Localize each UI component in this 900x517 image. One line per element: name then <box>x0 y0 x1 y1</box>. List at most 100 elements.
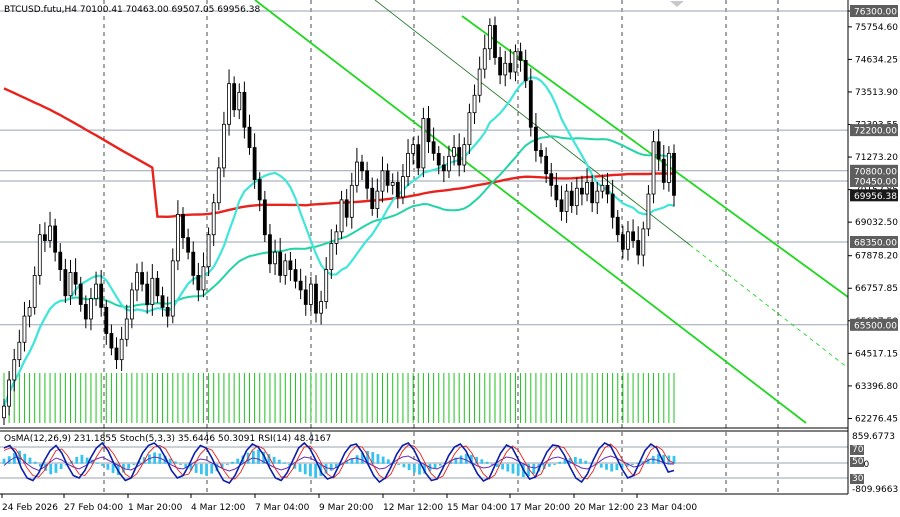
osma-bar <box>210 463 214 474</box>
price-tick-label: 63396.80 <box>855 382 898 392</box>
indicator-level-box <box>850 474 864 484</box>
candle-body <box>83 304 88 320</box>
price-label-box <box>850 189 898 202</box>
osma-bar <box>220 463 224 469</box>
candle-body <box>626 231 630 250</box>
candle-body <box>646 193 651 230</box>
osma-bar <box>511 463 515 474</box>
candle-body <box>58 251 63 270</box>
osma-bar <box>85 457 89 464</box>
candle-body <box>595 190 600 204</box>
osma-bar <box>194 463 198 473</box>
candle-body <box>201 266 206 291</box>
candle-body <box>426 118 431 143</box>
candle-body <box>262 199 267 236</box>
osma-bar <box>7 456 11 464</box>
candle-body <box>421 118 426 169</box>
osma-bar <box>532 463 536 474</box>
candle-body <box>375 190 380 209</box>
osma-bar <box>2 458 6 464</box>
candle-body <box>48 225 52 241</box>
candle-body <box>549 173 554 186</box>
osma-bar <box>283 462 286 464</box>
osma-bar <box>90 459 94 464</box>
candle-body <box>211 202 216 236</box>
candle-body <box>222 123 226 169</box>
candle-body <box>252 147 257 180</box>
chart-header-symbol: BTCUSD.futu,H4 70100.41 70463.00 69507.0… <box>4 5 260 15</box>
candle-body <box>68 272 73 297</box>
time-tick-label: 12 Mar 12:00 <box>383 503 443 513</box>
price-tick-label: 66757.85 <box>855 284 898 294</box>
chart-shift-marker-icon[interactable] <box>670 1 684 7</box>
channel-line-lower <box>254 0 807 424</box>
stoch-signal-line <box>3 443 675 480</box>
candle-body <box>232 83 237 111</box>
osma-bar <box>96 462 99 464</box>
osma-bar <box>496 463 499 467</box>
rsi-level-30: 30 <box>852 474 864 484</box>
osma-bar <box>599 463 603 468</box>
osma-bar <box>516 463 520 476</box>
osma-bar <box>459 455 463 464</box>
candle-body <box>129 289 134 320</box>
price-label-text: 69956.38 <box>854 192 897 202</box>
candle-body <box>360 161 364 172</box>
osma-bar <box>54 463 58 473</box>
candle-body <box>477 68 482 96</box>
osma-bar <box>350 458 354 464</box>
osma-bar <box>127 463 131 469</box>
candle-body <box>329 243 334 270</box>
candle-body <box>487 25 492 50</box>
indicator-pane <box>0 441 848 484</box>
price-label-box <box>850 124 898 137</box>
osma-bar <box>199 463 203 475</box>
candle-body <box>191 251 196 276</box>
candle-body <box>411 144 416 154</box>
osma-bar <box>80 454 84 464</box>
osma-bar <box>345 461 349 464</box>
candle-body <box>472 94 477 114</box>
osma-bar <box>615 463 619 471</box>
osma-bar <box>438 463 442 466</box>
price-label-text: 76300.00 <box>854 8 897 18</box>
candle-body <box>605 184 610 195</box>
candle-body <box>462 144 467 166</box>
osma-bar <box>584 460 588 464</box>
osma-bar <box>563 459 567 464</box>
osma-bar <box>470 454 473 464</box>
candle-body <box>385 170 390 186</box>
time-tick-label: 27 Feb 04:00 <box>64 503 123 513</box>
osma-bar <box>625 463 629 467</box>
candle-body <box>518 51 523 61</box>
candle-body <box>339 199 344 233</box>
candle-body <box>574 187 579 207</box>
osma-bar <box>636 463 640 465</box>
osma-bar <box>418 463 421 475</box>
candle-body <box>53 225 58 253</box>
osma-bar <box>605 463 608 470</box>
price-label-text: 65500.00 <box>854 321 897 331</box>
candle-body <box>160 295 165 308</box>
candle-body <box>314 283 318 314</box>
candle-body <box>401 176 405 198</box>
time-tick-label: 7 Mar 04:00 <box>255 503 310 513</box>
osma-bar <box>475 456 479 464</box>
time-tick-label: 4 Mar 12:00 <box>191 503 246 513</box>
candle-body <box>620 234 625 250</box>
candle-body <box>2 405 6 419</box>
candle-body <box>78 283 83 305</box>
osma-bar <box>620 463 624 469</box>
candle-body <box>416 144 421 169</box>
candle-body <box>37 234 42 276</box>
candle-body <box>114 347 119 361</box>
time-tick-label: 9 Mar 20:00 <box>319 503 374 513</box>
candle-body <box>298 280 303 291</box>
channel-line-mid-ext <box>689 244 849 369</box>
candle-body <box>564 190 569 212</box>
ma-teal-line <box>3 135 675 407</box>
candle-body <box>12 359 17 381</box>
candle-body <box>457 147 462 166</box>
candle-body <box>165 306 170 317</box>
